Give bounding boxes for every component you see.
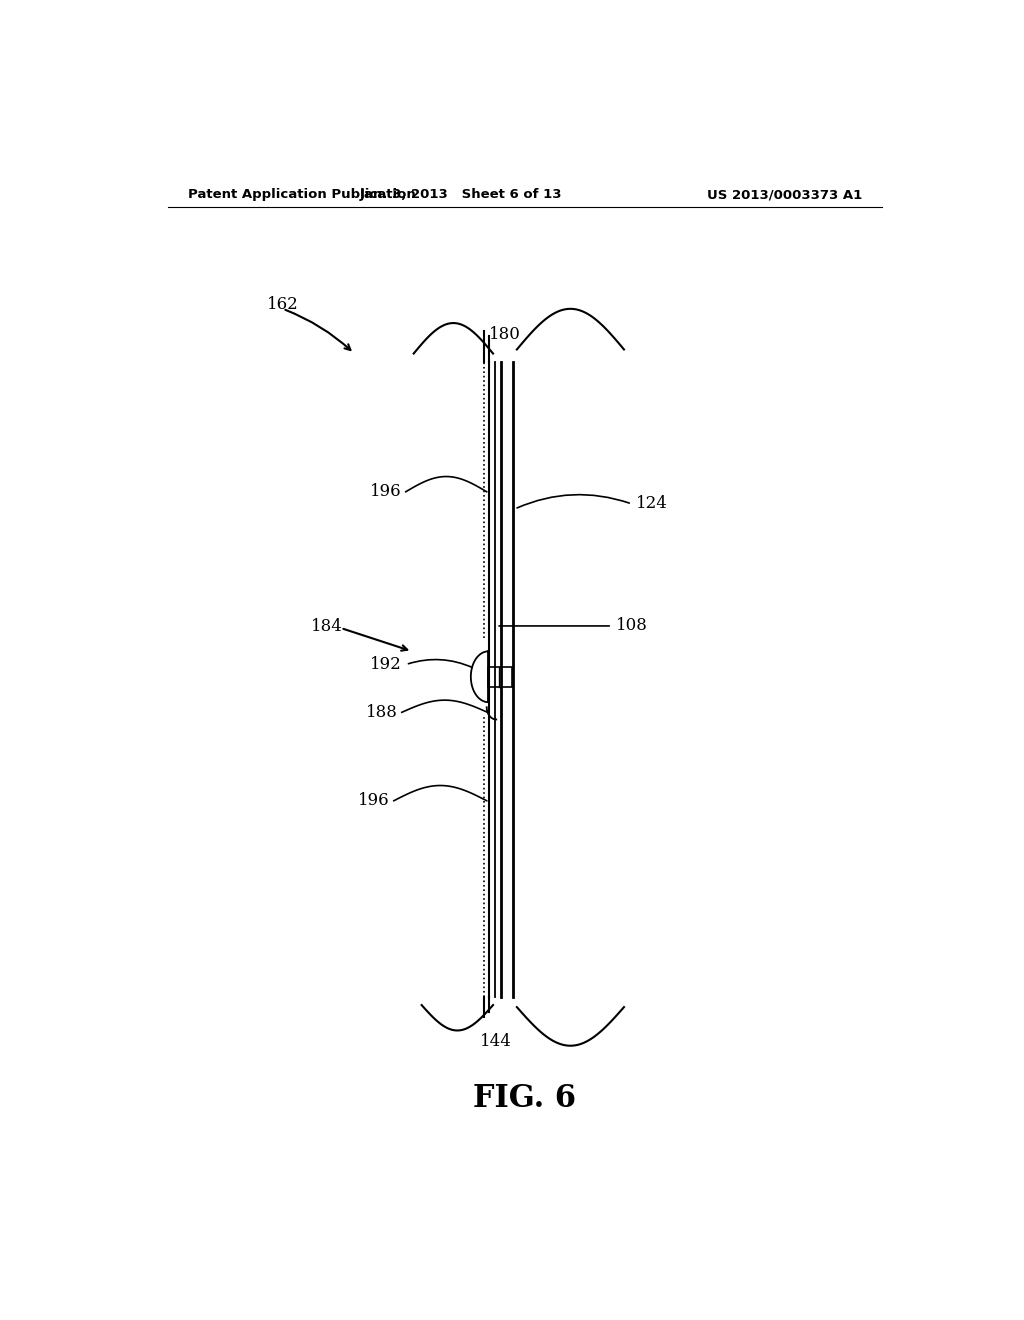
- Text: Jan. 3, 2013   Sheet 6 of 13: Jan. 3, 2013 Sheet 6 of 13: [360, 189, 562, 202]
- Bar: [488, 667, 512, 686]
- Text: 162: 162: [267, 296, 299, 313]
- Text: US 2013/0003373 A1: US 2013/0003373 A1: [707, 189, 862, 202]
- Text: 180: 180: [489, 326, 521, 343]
- Text: Patent Application Publication: Patent Application Publication: [187, 189, 416, 202]
- Text: 144: 144: [480, 1032, 512, 1049]
- Text: 184: 184: [310, 618, 342, 635]
- Text: 196: 196: [370, 483, 401, 500]
- Text: 124: 124: [636, 495, 668, 512]
- Text: 196: 196: [358, 792, 390, 809]
- Text: 188: 188: [366, 704, 397, 721]
- Text: 192: 192: [370, 656, 401, 673]
- Text: 108: 108: [616, 618, 648, 635]
- Text: FIG. 6: FIG. 6: [473, 1084, 577, 1114]
